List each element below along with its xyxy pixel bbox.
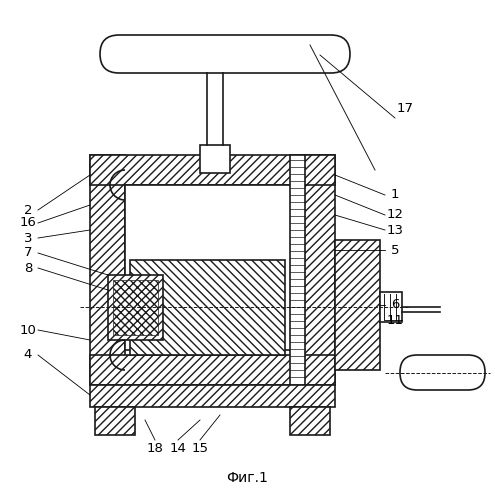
Bar: [108, 275, 163, 340]
Bar: [113, 280, 158, 335]
FancyBboxPatch shape: [100, 35, 350, 73]
Text: 7: 7: [24, 246, 32, 260]
Bar: [380, 292, 402, 322]
Text: 15: 15: [192, 442, 208, 454]
Bar: [335, 240, 380, 370]
Text: 13: 13: [387, 224, 403, 236]
Text: 18: 18: [147, 442, 163, 454]
Text: 11: 11: [387, 314, 403, 326]
Bar: [290, 407, 330, 435]
Bar: [95, 407, 135, 435]
Text: 16: 16: [20, 216, 37, 230]
Bar: [90, 385, 335, 407]
Text: 1: 1: [391, 188, 399, 202]
Bar: [200, 145, 230, 173]
Bar: [300, 155, 335, 385]
Bar: [130, 260, 285, 355]
Text: 2: 2: [24, 204, 32, 216]
Text: Фиг.1: Фиг.1: [226, 471, 268, 485]
FancyBboxPatch shape: [400, 355, 485, 390]
Text: 5: 5: [391, 244, 399, 256]
Text: 17: 17: [396, 102, 413, 114]
Text: 3: 3: [24, 232, 32, 244]
Bar: [90, 155, 335, 185]
Bar: [125, 185, 300, 350]
Text: 4: 4: [24, 348, 32, 362]
Bar: [290, 155, 305, 390]
Bar: [90, 355, 335, 385]
Text: 12: 12: [387, 208, 403, 222]
Text: 14: 14: [170, 442, 187, 454]
Text: 6: 6: [391, 298, 399, 312]
Text: 8: 8: [24, 262, 32, 274]
Text: 10: 10: [20, 324, 37, 336]
Bar: [90, 155, 125, 385]
